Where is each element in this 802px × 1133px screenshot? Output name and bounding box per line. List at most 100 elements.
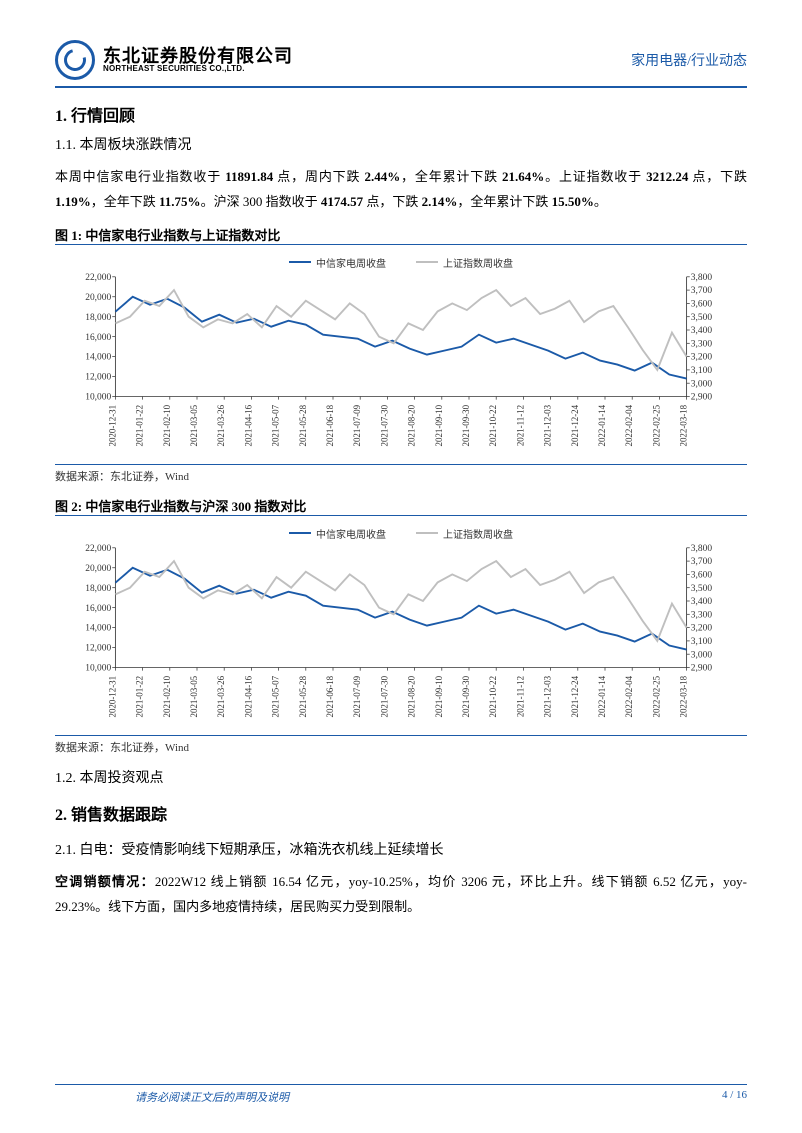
- header-category: 家用电器/行业动态: [631, 50, 747, 70]
- svg-text:2021-09-10: 2021-09-10: [434, 675, 444, 717]
- svg-text:2022-03-18: 2022-03-18: [679, 675, 689, 717]
- figure-2-chart: 中信家电周收盘 上证指数周收盘 10,000 12,000 14,000 16,000…: [55, 520, 747, 731]
- svg-text:2021-07-30: 2021-07-30: [379, 404, 389, 446]
- svg-text:2021-02-10: 2021-02-10: [162, 675, 172, 717]
- logo: 东北证券股份有限公司 NORTHEAST SECURITIES CO.,LTD.: [55, 40, 293, 80]
- svg-text:2021-07-09: 2021-07-09: [352, 404, 362, 446]
- svg-text:3,600: 3,600: [691, 570, 713, 580]
- legend-1b: 上证指数周收盘: [443, 255, 513, 270]
- legend-2a: 中信家电周收盘: [316, 526, 386, 541]
- svg-text:2020-12-31: 2020-12-31: [107, 676, 117, 718]
- svg-text:20,000: 20,000: [85, 293, 111, 303]
- svg-text:2021-06-18: 2021-06-18: [325, 675, 335, 717]
- page-footer: 请务必阅读正文后的声明及说明 4 / 16: [55, 1084, 747, 1105]
- svg-text:2021-07-09: 2021-07-09: [352, 675, 362, 717]
- section-2-title: 2. 销售数据跟踪: [55, 801, 747, 825]
- svg-text:3,400: 3,400: [691, 326, 713, 336]
- svg-text:2021-04-16: 2021-04-16: [243, 404, 253, 446]
- svg-text:2021-10-22: 2021-10-22: [488, 676, 498, 718]
- svg-text:3,500: 3,500: [691, 584, 713, 594]
- section-1-1-title: 1.1. 本周板块涨跌情况: [55, 134, 747, 154]
- section-1-1-body: 本周中信家电行业指数收于 11891.84 点，周内下跌 2.44%，全年累计下…: [55, 164, 747, 215]
- svg-text:3,100: 3,100: [691, 366, 713, 376]
- svg-text:2021-09-30: 2021-09-30: [461, 404, 471, 446]
- svg-text:2,900: 2,900: [691, 663, 713, 673]
- footer-disclaimer: 请务必阅读正文后的声明及说明: [135, 1089, 289, 1105]
- section-1-2-title: 1.2. 本周投资观点: [55, 767, 747, 787]
- logo-text-cn: 东北证券股份有限公司: [103, 47, 293, 65]
- svg-text:3,200: 3,200: [691, 623, 713, 633]
- svg-text:2021-12-03: 2021-12-03: [543, 675, 553, 717]
- svg-text:14,000: 14,000: [85, 623, 111, 633]
- figure-1-title: 图 1: 中信家电行业指数与上证指数对比: [55, 225, 747, 245]
- svg-text:2022-02-25: 2022-02-25: [651, 404, 661, 446]
- page-number: 4 / 16: [722, 1089, 747, 1105]
- svg-text:2021-10-22: 2021-10-22: [488, 405, 498, 447]
- svg-text:2021-08-20: 2021-08-20: [407, 675, 417, 717]
- svg-text:2022-03-18: 2022-03-18: [679, 404, 689, 446]
- svg-text:3,000: 3,000: [691, 379, 713, 389]
- svg-text:22,000: 22,000: [85, 544, 111, 554]
- svg-text:2021-09-10: 2021-09-10: [434, 404, 444, 446]
- svg-text:2021-03-05: 2021-03-05: [189, 404, 199, 446]
- svg-text:2021-05-28: 2021-05-28: [298, 404, 308, 446]
- svg-text:2021-06-18: 2021-06-18: [325, 404, 335, 446]
- section-2-1-body: 空调销额情况：2022W12 线上销额 16.54 亿元，yoy-10.25%，…: [55, 869, 747, 920]
- svg-text:2021-11-12: 2021-11-12: [515, 405, 525, 446]
- svg-text:2020-12-31: 2020-12-31: [107, 405, 117, 447]
- svg-text:2021-07-30: 2021-07-30: [379, 675, 389, 717]
- svg-text:2022-01-14: 2022-01-14: [597, 675, 607, 717]
- svg-text:3,000: 3,000: [691, 650, 713, 660]
- svg-text:2022-02-04: 2022-02-04: [624, 675, 634, 717]
- svg-text:2021-11-12: 2021-11-12: [515, 676, 525, 717]
- svg-text:18,000: 18,000: [85, 313, 111, 323]
- svg-text:2021-02-10: 2021-02-10: [162, 404, 172, 446]
- legend-1a: 中信家电周收盘: [316, 255, 386, 270]
- figure-1-source: 数据来源：东北证券，Wind: [55, 464, 747, 484]
- svg-text:2022-01-14: 2022-01-14: [597, 404, 607, 446]
- svg-text:10,000: 10,000: [85, 392, 111, 402]
- svg-text:12,000: 12,000: [85, 372, 111, 382]
- figure-2-source: 数据来源：东北证券，Wind: [55, 735, 747, 755]
- svg-text:3,300: 3,300: [691, 339, 713, 349]
- svg-text:3,500: 3,500: [691, 313, 713, 323]
- svg-text:2021-09-30: 2021-09-30: [461, 675, 471, 717]
- svg-text:12,000: 12,000: [85, 643, 111, 653]
- figure-2-title: 图 2: 中信家电行业指数与沪深 300 指数对比: [55, 496, 747, 516]
- svg-text:16,000: 16,000: [85, 603, 111, 613]
- section-1-title: 1. 行情回顾: [55, 102, 747, 126]
- legend-2b: 上证指数周收盘: [443, 526, 513, 541]
- page-header: 东北证券股份有限公司 NORTHEAST SECURITIES CO.,LTD.…: [55, 40, 747, 88]
- svg-text:2021-05-28: 2021-05-28: [298, 675, 308, 717]
- svg-text:3,700: 3,700: [691, 557, 713, 567]
- svg-text:2021-01-22: 2021-01-22: [135, 405, 145, 447]
- svg-text:3,400: 3,400: [691, 597, 713, 607]
- svg-text:18,000: 18,000: [85, 584, 111, 594]
- svg-text:2021-01-22: 2021-01-22: [135, 676, 145, 718]
- svg-text:16,000: 16,000: [85, 332, 111, 342]
- svg-text:10,000: 10,000: [85, 663, 111, 673]
- svg-text:2021-12-24: 2021-12-24: [570, 675, 580, 717]
- svg-text:3,800: 3,800: [691, 544, 713, 554]
- section-2-1-title: 2.1. 白电：受疫情影响线下短期承压，冰箱洗衣机线上延续增长: [55, 839, 747, 859]
- svg-text:2022-02-25: 2022-02-25: [651, 675, 661, 717]
- svg-text:2021-05-07: 2021-05-07: [271, 675, 281, 717]
- svg-text:22,000: 22,000: [85, 273, 111, 283]
- svg-text:2021-03-26: 2021-03-26: [216, 404, 226, 446]
- svg-text:3,100: 3,100: [691, 637, 713, 647]
- svg-text:2021-12-03: 2021-12-03: [543, 404, 553, 446]
- svg-text:2021-05-07: 2021-05-07: [271, 404, 281, 446]
- svg-text:2,900: 2,900: [691, 392, 713, 402]
- svg-text:3,200: 3,200: [691, 352, 713, 362]
- svg-text:14,000: 14,000: [85, 352, 111, 362]
- logo-icon: [55, 40, 95, 80]
- svg-text:20,000: 20,000: [85, 564, 111, 574]
- svg-text:2021-12-24: 2021-12-24: [570, 404, 580, 446]
- svg-text:2021-03-26: 2021-03-26: [216, 675, 226, 717]
- svg-text:3,300: 3,300: [691, 610, 713, 620]
- svg-text:2021-03-05: 2021-03-05: [189, 675, 199, 717]
- svg-text:2021-04-16: 2021-04-16: [243, 675, 253, 717]
- svg-text:3,800: 3,800: [691, 273, 713, 283]
- svg-text:2021-08-20: 2021-08-20: [407, 404, 417, 446]
- svg-text:3,700: 3,700: [691, 286, 713, 296]
